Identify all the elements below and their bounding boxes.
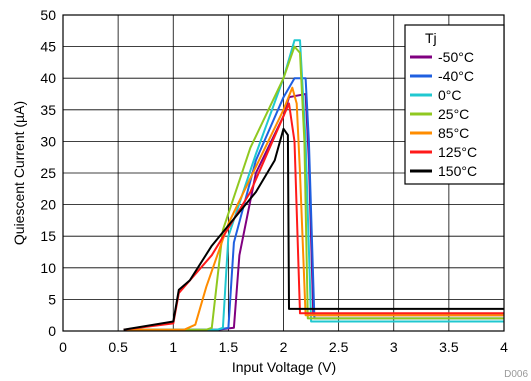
x-tick-label: 0 bbox=[59, 339, 67, 355]
x-axis-label: Input Voltage (V) bbox=[232, 359, 336, 375]
series-group bbox=[123, 39, 504, 331]
series-line-1 bbox=[123, 77, 504, 331]
y-tick-label: 10 bbox=[40, 260, 56, 276]
y-tick-label: 40 bbox=[40, 70, 56, 86]
y-tick-label: 5 bbox=[48, 291, 56, 307]
x-tick-label: 2.5 bbox=[329, 339, 349, 355]
series-line-6 bbox=[123, 127, 504, 331]
legend-label: -50°C bbox=[438, 49, 474, 65]
legend-label: 150°C bbox=[438, 163, 477, 179]
x-tick-label: 1.5 bbox=[219, 339, 239, 355]
legend-label: 125°C bbox=[438, 144, 477, 160]
y-tick-label: 30 bbox=[40, 133, 56, 149]
y-tick-label: 20 bbox=[40, 197, 56, 213]
figure-watermark: D006 bbox=[504, 369, 528, 380]
x-tick-label: 1 bbox=[169, 339, 177, 355]
x-tick-label: 3.5 bbox=[439, 339, 459, 355]
legend-items: -50°C -40°C 0°C 25°C 85°C 125°C 150°C bbox=[410, 49, 477, 179]
y-tick-label: 25 bbox=[40, 165, 56, 181]
x-tick-label: 0.5 bbox=[108, 339, 128, 355]
x-tick-label: 4 bbox=[500, 339, 508, 355]
y-tick-labels: 0 5 10 15 20 25 30 35 40 45 50 bbox=[40, 7, 56, 339]
y-tick-label: 35 bbox=[40, 102, 56, 118]
legend-label: 85°C bbox=[438, 125, 469, 141]
legend: Tj -50°C -40°C 0°C 25°C 85°C 125°C 150°C bbox=[404, 24, 505, 185]
y-tick-label: 50 bbox=[40, 7, 56, 23]
legend-title: Tj bbox=[425, 30, 437, 46]
y-tick-label: 45 bbox=[40, 39, 56, 55]
x-tick-label: 3 bbox=[390, 339, 398, 355]
y-tick-label: 0 bbox=[48, 323, 56, 339]
x-tick-labels: 0 0.5 1 1.5 2 2.5 3 3.5 4 bbox=[59, 339, 508, 355]
legend-label: 0°C bbox=[438, 87, 462, 103]
y-tick-label: 15 bbox=[40, 228, 56, 244]
x-tick-label: 2 bbox=[280, 339, 288, 355]
legend-label: -40°C bbox=[438, 68, 474, 84]
legend-box bbox=[404, 24, 505, 185]
legend-label: 25°C bbox=[438, 106, 469, 122]
series-line-3 bbox=[123, 45, 504, 331]
series-line-4 bbox=[123, 86, 504, 331]
y-axis-label: Quiescent Current (µA) bbox=[11, 101, 27, 245]
